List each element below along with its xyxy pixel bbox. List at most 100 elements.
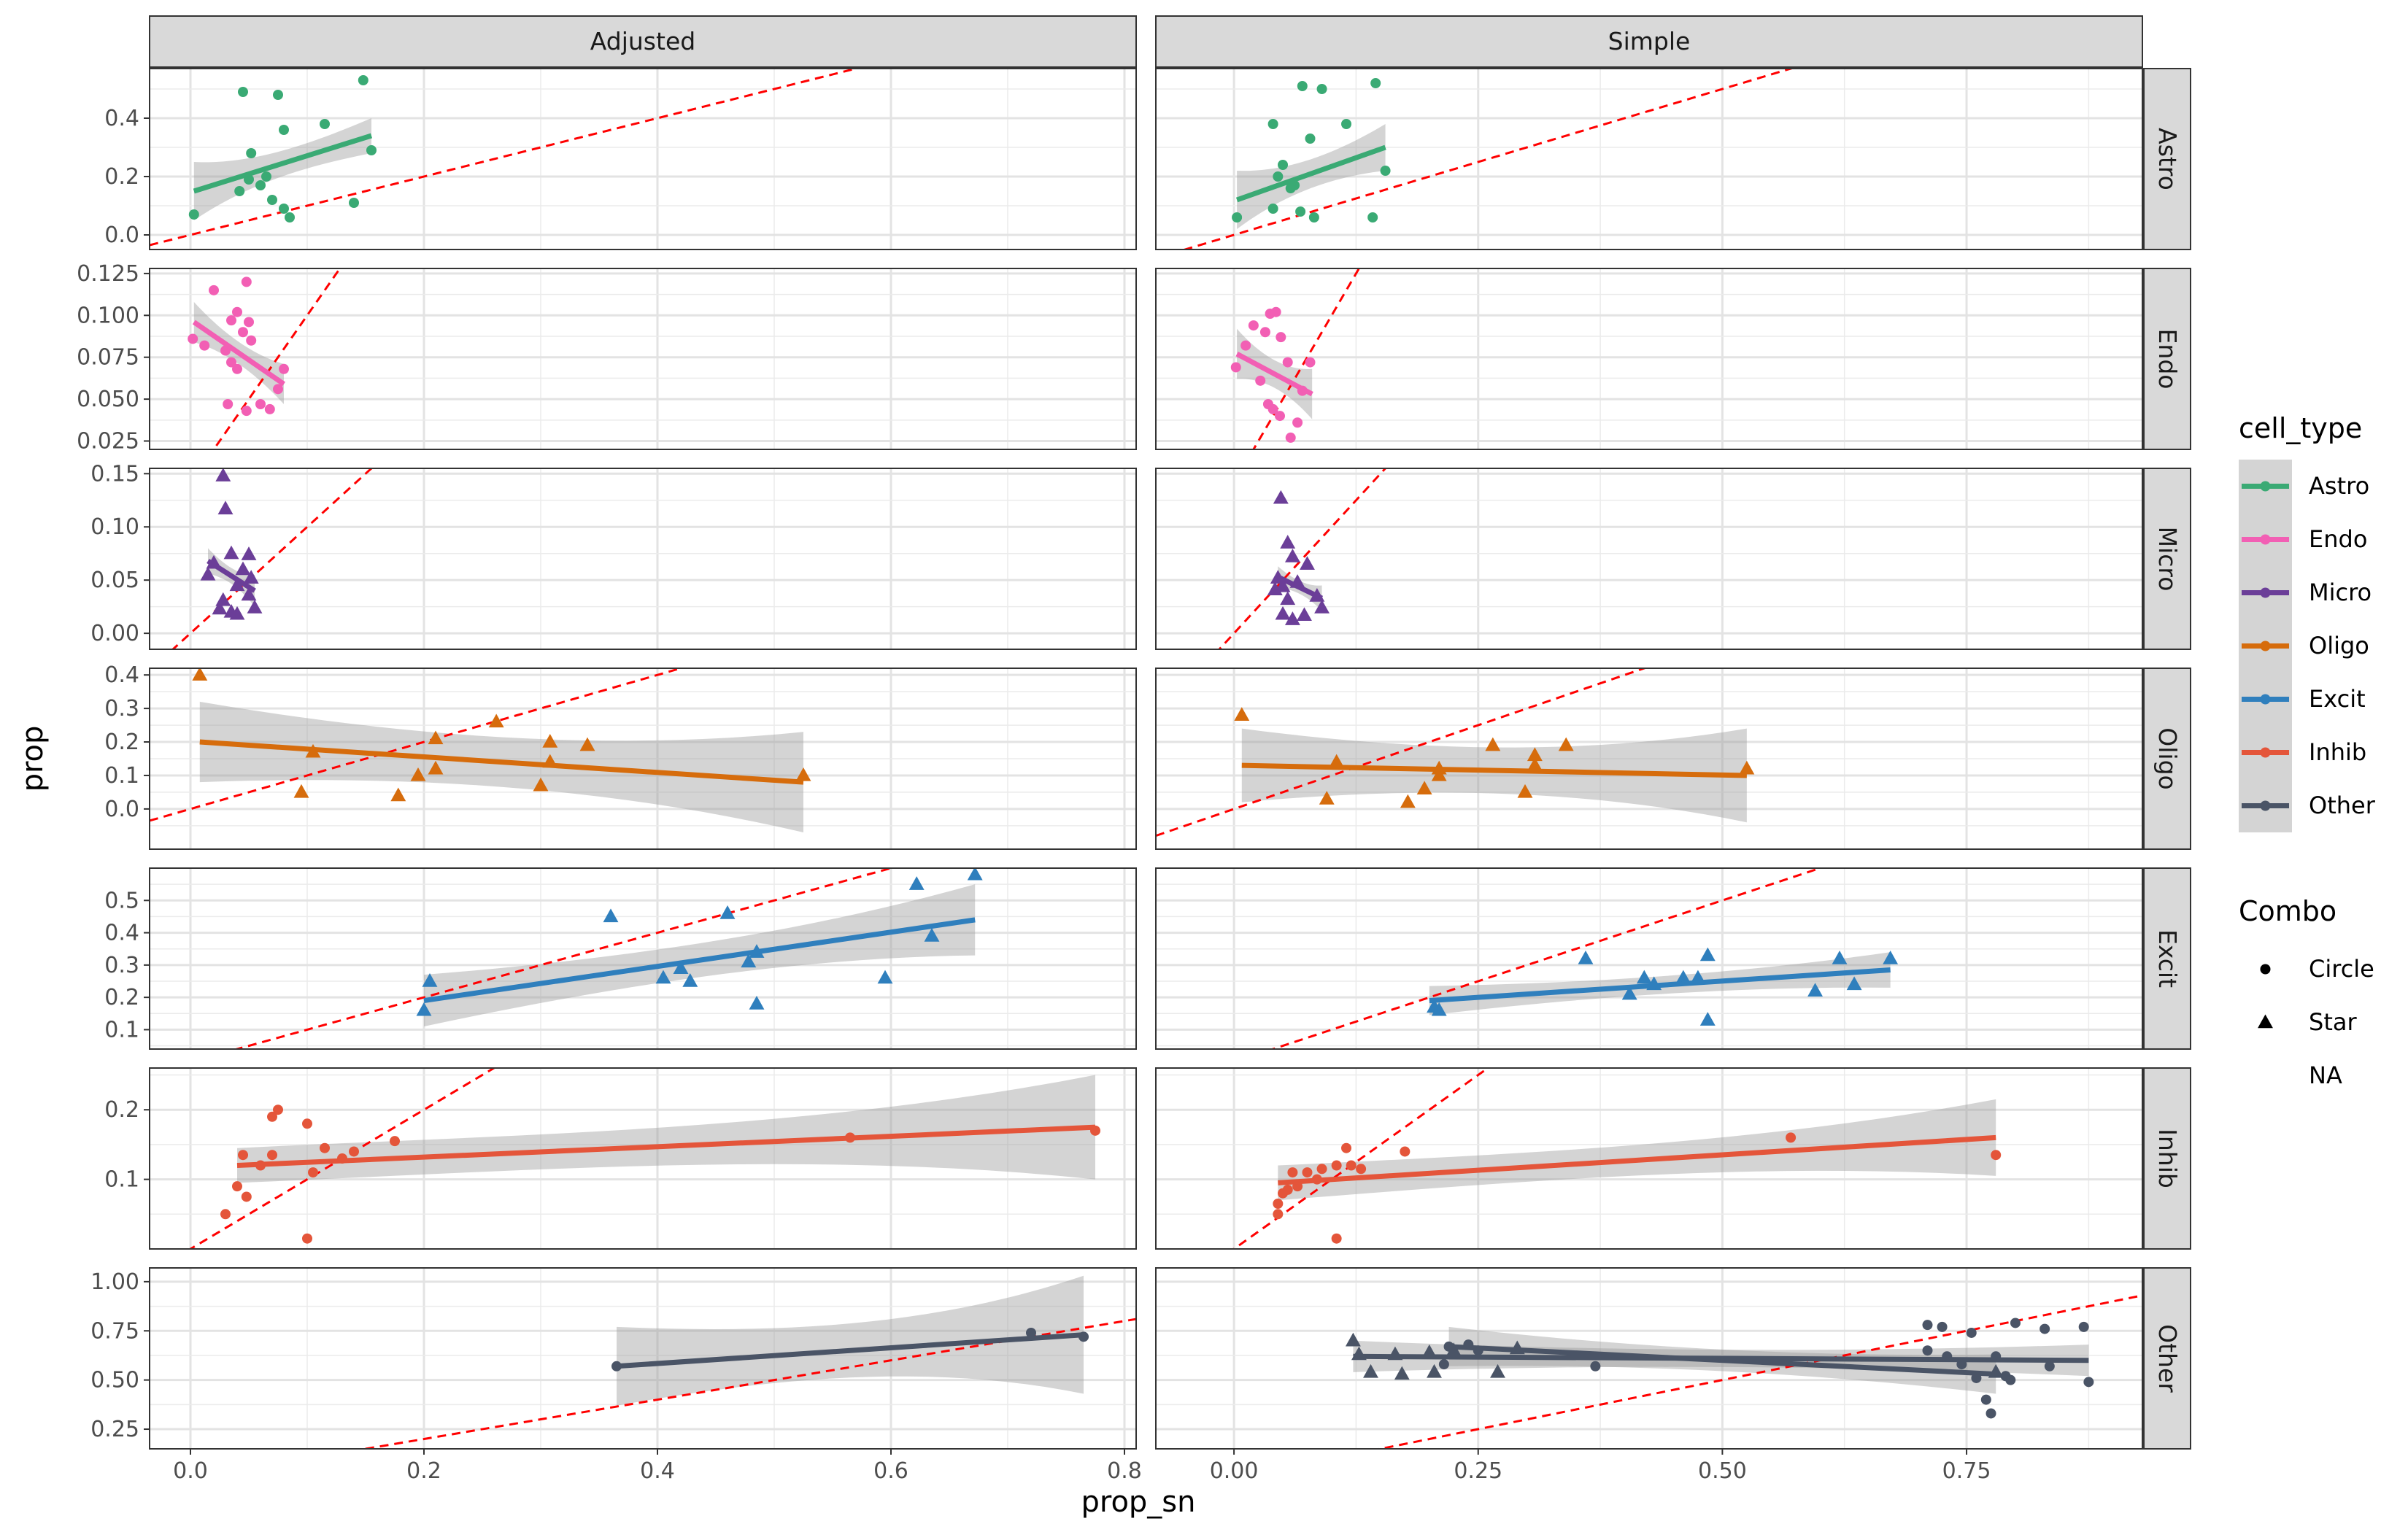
strips-layer: Adjusted Simple Astro Endo Micro Oligo Excit In… (149, 15, 2191, 1450)
data-point-circle (1267, 204, 1278, 214)
identity-reference-line (171, 468, 374, 649)
y-tick-label: 0.4 (104, 921, 139, 946)
regression-line (193, 133, 373, 194)
strip-right-other (2143, 1267, 2191, 1450)
data-point-triangle (1699, 947, 1716, 962)
panel-content (1217, 468, 1387, 649)
data-point-triangle (1739, 760, 1755, 775)
panel-content (188, 268, 341, 449)
strip-right-label: Micro (2153, 527, 2182, 592)
confidence-band (193, 118, 371, 220)
panel-adjusted-astro (149, 68, 1137, 250)
regression-line (199, 739, 804, 785)
legend-label-astro: Astro (2309, 472, 2369, 500)
data-point-triangle (1427, 1363, 1442, 1378)
y-tick-label: 0.5 (104, 888, 139, 913)
data-point-circle (255, 399, 266, 409)
data-point-triangle (1284, 611, 1300, 625)
data-point-circle (1287, 1167, 1298, 1178)
panels-layer (149, 68, 2143, 1450)
legend-label-endo: Endo (2309, 525, 2367, 553)
data-point-triangle (422, 973, 438, 987)
data-point-triangle (243, 570, 259, 584)
data-point-circle (302, 1233, 312, 1244)
data-point-triangle (1234, 707, 1250, 721)
data-point-circle (273, 1104, 283, 1115)
data-point-circle (255, 180, 266, 190)
data-point-circle (1292, 417, 1303, 428)
data-point-circle (1316, 1164, 1327, 1175)
panel-background (150, 268, 1136, 449)
data-point-triangle (215, 468, 231, 481)
panel-grid (1156, 868, 2142, 1049)
panel-border (149, 867, 1137, 1050)
panel-grid (1156, 268, 2142, 449)
data-point-circle (246, 335, 257, 346)
y-tick-label: 0.1 (104, 1167, 139, 1193)
data-point-circle (238, 327, 248, 338)
data-point-triangle (749, 996, 765, 1010)
data-point-triangle (200, 566, 216, 581)
data-point-triangle (416, 1002, 432, 1016)
y-tick-label: 0.0 (104, 223, 139, 248)
regression-line (1235, 352, 1313, 397)
data-point-triangle (1280, 591, 1296, 606)
x-tick-label: 0.00 (1210, 1458, 1259, 1484)
legend-label-oligo: Oligo (2309, 632, 2369, 659)
y-tick-label: 0.0 (104, 797, 139, 822)
data-point-triangle (223, 545, 239, 560)
y-tick-label: 0.2 (104, 730, 139, 755)
data-point-triangle (212, 600, 228, 615)
panel-content (1156, 668, 1755, 837)
data-point-triangle (241, 546, 257, 560)
panel-content (1345, 1294, 2142, 1449)
panel-grid (150, 1068, 1136, 1249)
y-tick-label: 0.2 (104, 1097, 139, 1123)
regression-line (1278, 1134, 1996, 1185)
data-point-circle (1026, 1327, 1036, 1338)
data-point-triangle (1527, 747, 1543, 762)
data-point-circle (2010, 1318, 2021, 1328)
data-point-triangle (488, 713, 504, 728)
panel-border (149, 668, 1137, 850)
data-point-triangle (1275, 578, 1291, 592)
strip-right-micro (2143, 468, 2191, 650)
panel-grid (1156, 668, 2142, 849)
data-point-circle (1248, 320, 1259, 331)
confidence-band (1278, 1099, 1996, 1201)
panel-grid (1156, 69, 2142, 249)
panel-simple-excit (1155, 867, 2143, 1050)
legend-title-combo: Combo (2239, 895, 2336, 927)
x-tick-label: 0.6 (873, 1458, 908, 1484)
legend-key-point (2260, 534, 2271, 545)
strip-top-simple (1155, 15, 2143, 68)
panel-content (233, 868, 983, 1049)
data-point-triangle (1394, 1366, 1410, 1380)
legend-key-point (2260, 641, 2271, 651)
data-point-circle (1276, 332, 1286, 343)
panel-grid (1156, 468, 2142, 649)
x-tick-label: 0.0 (173, 1458, 208, 1484)
y-tick-label: 0.4 (104, 662, 139, 688)
data-point-circle (2040, 1323, 2050, 1334)
data-point-triangle (1416, 781, 1432, 795)
regression-line (1448, 1344, 1996, 1377)
confidence-band (1241, 728, 1747, 823)
data-point-circle (199, 340, 210, 351)
legend-label-combo: Star (2309, 1008, 2357, 1036)
y-tick-label: 0.50 (90, 1368, 139, 1393)
data-point-circle (241, 406, 252, 417)
data-point-triangle (1846, 976, 1862, 991)
regression-line (236, 1124, 1096, 1169)
data-point-triangle (1578, 951, 1594, 964)
data-point-triangle (924, 928, 940, 942)
legend-label-combo: NA (2309, 1061, 2342, 1089)
panel-border (149, 1067, 1137, 1250)
data-point-circle (1331, 1233, 1342, 1244)
x-tick-label: 0.4 (640, 1458, 675, 1484)
y-tick-label: 0.3 (104, 696, 139, 721)
panel-adjusted-other (149, 1267, 1137, 1450)
y-tick-label: 0.025 (77, 429, 139, 454)
data-point-circle (1305, 357, 1316, 368)
data-point-circle (1259, 327, 1270, 338)
